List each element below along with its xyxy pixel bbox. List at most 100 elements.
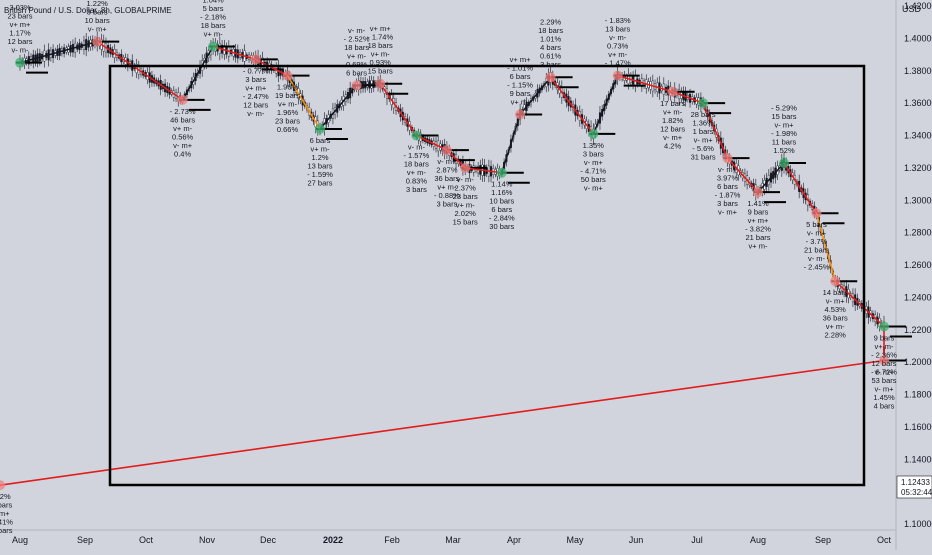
pivot-annotation: - 4.41% xyxy=(0,518,13,527)
pivot-marker xyxy=(15,57,25,68)
zigzag-segment xyxy=(519,76,552,115)
pivot-annotation: 46 bars xyxy=(170,115,195,124)
time-axis[interactable]: Aug Sep Oct Nov Dec 2022 Feb Mar Apr May Jun Jul Aug… xyxy=(12,535,892,545)
zigzag-segment xyxy=(19,40,98,64)
price-tick-label: 1.32000 xyxy=(904,163,932,173)
pivot-annotation: v+ m+ xyxy=(370,24,391,33)
pivot-marker xyxy=(698,98,709,109)
pivot-annotation: 0.69% xyxy=(346,60,368,69)
pivot-annotation: 9 bars xyxy=(748,208,769,217)
pivot-annotation: - 1.15% xyxy=(507,80,533,89)
pivot-annotation: - 0.77% xyxy=(243,66,269,75)
pivot-annotation: v+ m- xyxy=(278,100,297,109)
time-tick-label: Nov xyxy=(199,535,216,545)
price-tick-label: 1.38000 xyxy=(904,66,932,76)
drawn-rectangle[interactable] xyxy=(108,64,866,487)
chart-title: British Pound / U.S. Dollar, 8h, GLOBALP… xyxy=(4,6,172,15)
pivot-annotation: 3.97% xyxy=(717,174,739,183)
pivot-annotation: 2.29% xyxy=(540,18,562,27)
pivot-annotation: v+ m- xyxy=(371,50,390,59)
zigzag-segment xyxy=(0,359,885,486)
pivot-annotation: v- m+ xyxy=(437,157,457,166)
pivot-annotation: 3.03% xyxy=(9,3,31,12)
zigzag-segment xyxy=(465,167,502,174)
pivot-annotation: v- m+ xyxy=(775,121,795,130)
pivot-annotation: 3 bars xyxy=(436,200,457,209)
pivot-annotation: v+ m- xyxy=(311,145,330,154)
pivot-annotation: 1.2% xyxy=(311,153,328,162)
pivot-annotation: 23 bars xyxy=(453,192,478,201)
pivot-annotation: 4 bars xyxy=(540,43,561,52)
price-axis[interactable]: 1.42000 1.40000 1.38000 1.36000 1.34000 1.320… xyxy=(904,1,932,529)
zigzag-segment xyxy=(96,40,184,101)
pivot-annotation: - 2.36% xyxy=(871,351,897,360)
zigzag-segment xyxy=(181,46,214,101)
pivot-annotation: v- m+ xyxy=(826,297,846,306)
time-tick-label: Feb xyxy=(384,535,400,545)
pivot-annotation: 15 bars xyxy=(453,217,478,226)
pivot-marker xyxy=(515,109,526,120)
bar-countdown: 05:32:44 xyxy=(901,488,932,497)
pivot-annotation: v- m- xyxy=(808,254,826,263)
zigzag-segment xyxy=(286,75,321,130)
price-tick-label: 1.26000 xyxy=(904,260,932,270)
zigzag-segment xyxy=(379,83,418,136)
pivot-annotation: v- m- xyxy=(11,46,29,55)
pivot-annotation: 2.28% xyxy=(825,331,847,340)
pivot-annotation: 13 bars xyxy=(605,25,630,34)
pivot-annotation: 2.92% xyxy=(0,492,11,501)
pivot-annotation: - 3.82% xyxy=(745,225,771,234)
pivot-annotation: v+ m- xyxy=(875,342,894,351)
time-tick-label: Apr xyxy=(507,535,521,545)
pivot-annotation: 3 bars xyxy=(583,149,604,158)
zigzag-segment xyxy=(672,91,704,104)
pivot-annotation: 2.87% xyxy=(436,166,458,175)
price-tick-label: 1.36000 xyxy=(904,98,932,108)
pivot-annotation: - 0.88% xyxy=(434,191,460,200)
pivot-annotation: 1.22% xyxy=(87,0,109,8)
pivot-annotation: 3 bars xyxy=(245,75,266,84)
pivot-annotation: - 5.6% xyxy=(692,144,714,153)
pivot-annotation: v- m+ xyxy=(584,158,604,167)
time-tick-label: Sep xyxy=(815,535,831,545)
pivot-annotation: 0.56% xyxy=(172,132,194,141)
pivot-annotation: 4.53% xyxy=(825,305,847,314)
pivot-annotation: 18 bars xyxy=(201,21,226,30)
pivot-marker xyxy=(460,162,471,173)
pivot-annotation: 0.73% xyxy=(607,42,629,51)
pivot-annotation: - 1.87% xyxy=(715,191,741,200)
pivot-annotation: 10 bars xyxy=(85,16,110,25)
pivot-annotation: 2.02% xyxy=(455,209,477,218)
pivot-marker xyxy=(545,72,556,83)
time-tick-label: Aug xyxy=(12,535,28,545)
price-tick-label: 1.40000 xyxy=(904,33,932,43)
pivot-annotation: v- m+ xyxy=(718,165,738,174)
price-tick-label: 1.42000 xyxy=(904,1,932,11)
pivot-annotation: 19 bars xyxy=(275,91,300,100)
pivot-annotation: 0.93% xyxy=(370,58,392,67)
pivot-annotation: 9 bars xyxy=(510,89,531,98)
pivot-annotation: 9 bars xyxy=(874,334,895,343)
pivot-annotation: v+ m- xyxy=(347,51,366,60)
pivot-marker xyxy=(250,54,261,65)
pivot-annotation: v+ m- xyxy=(173,124,192,133)
pivot-annotation: - 2.45% xyxy=(804,263,830,272)
time-tick-label: Oct xyxy=(877,535,892,545)
zigzag-segment xyxy=(319,84,358,130)
time-tick-label: Jul xyxy=(691,535,703,545)
price-tick-label: 1.14000 xyxy=(904,454,932,464)
zigzag-segment xyxy=(815,212,836,282)
pivot-annotation: v+ m- xyxy=(608,50,627,59)
pivot-annotation: - 2.84% xyxy=(489,214,515,223)
pivot-annotation: v+ m+ xyxy=(748,216,769,225)
pivot-annotation: v- m+ xyxy=(663,133,683,142)
pivot-annotation: - 1.83% xyxy=(605,16,631,25)
pivot-annotation: 1.14% xyxy=(491,180,513,189)
pivot-marker xyxy=(92,36,103,47)
pivot-annotation: - 2.73% xyxy=(170,107,196,116)
price-badge-box xyxy=(896,475,932,499)
pivot-marker xyxy=(282,70,293,81)
